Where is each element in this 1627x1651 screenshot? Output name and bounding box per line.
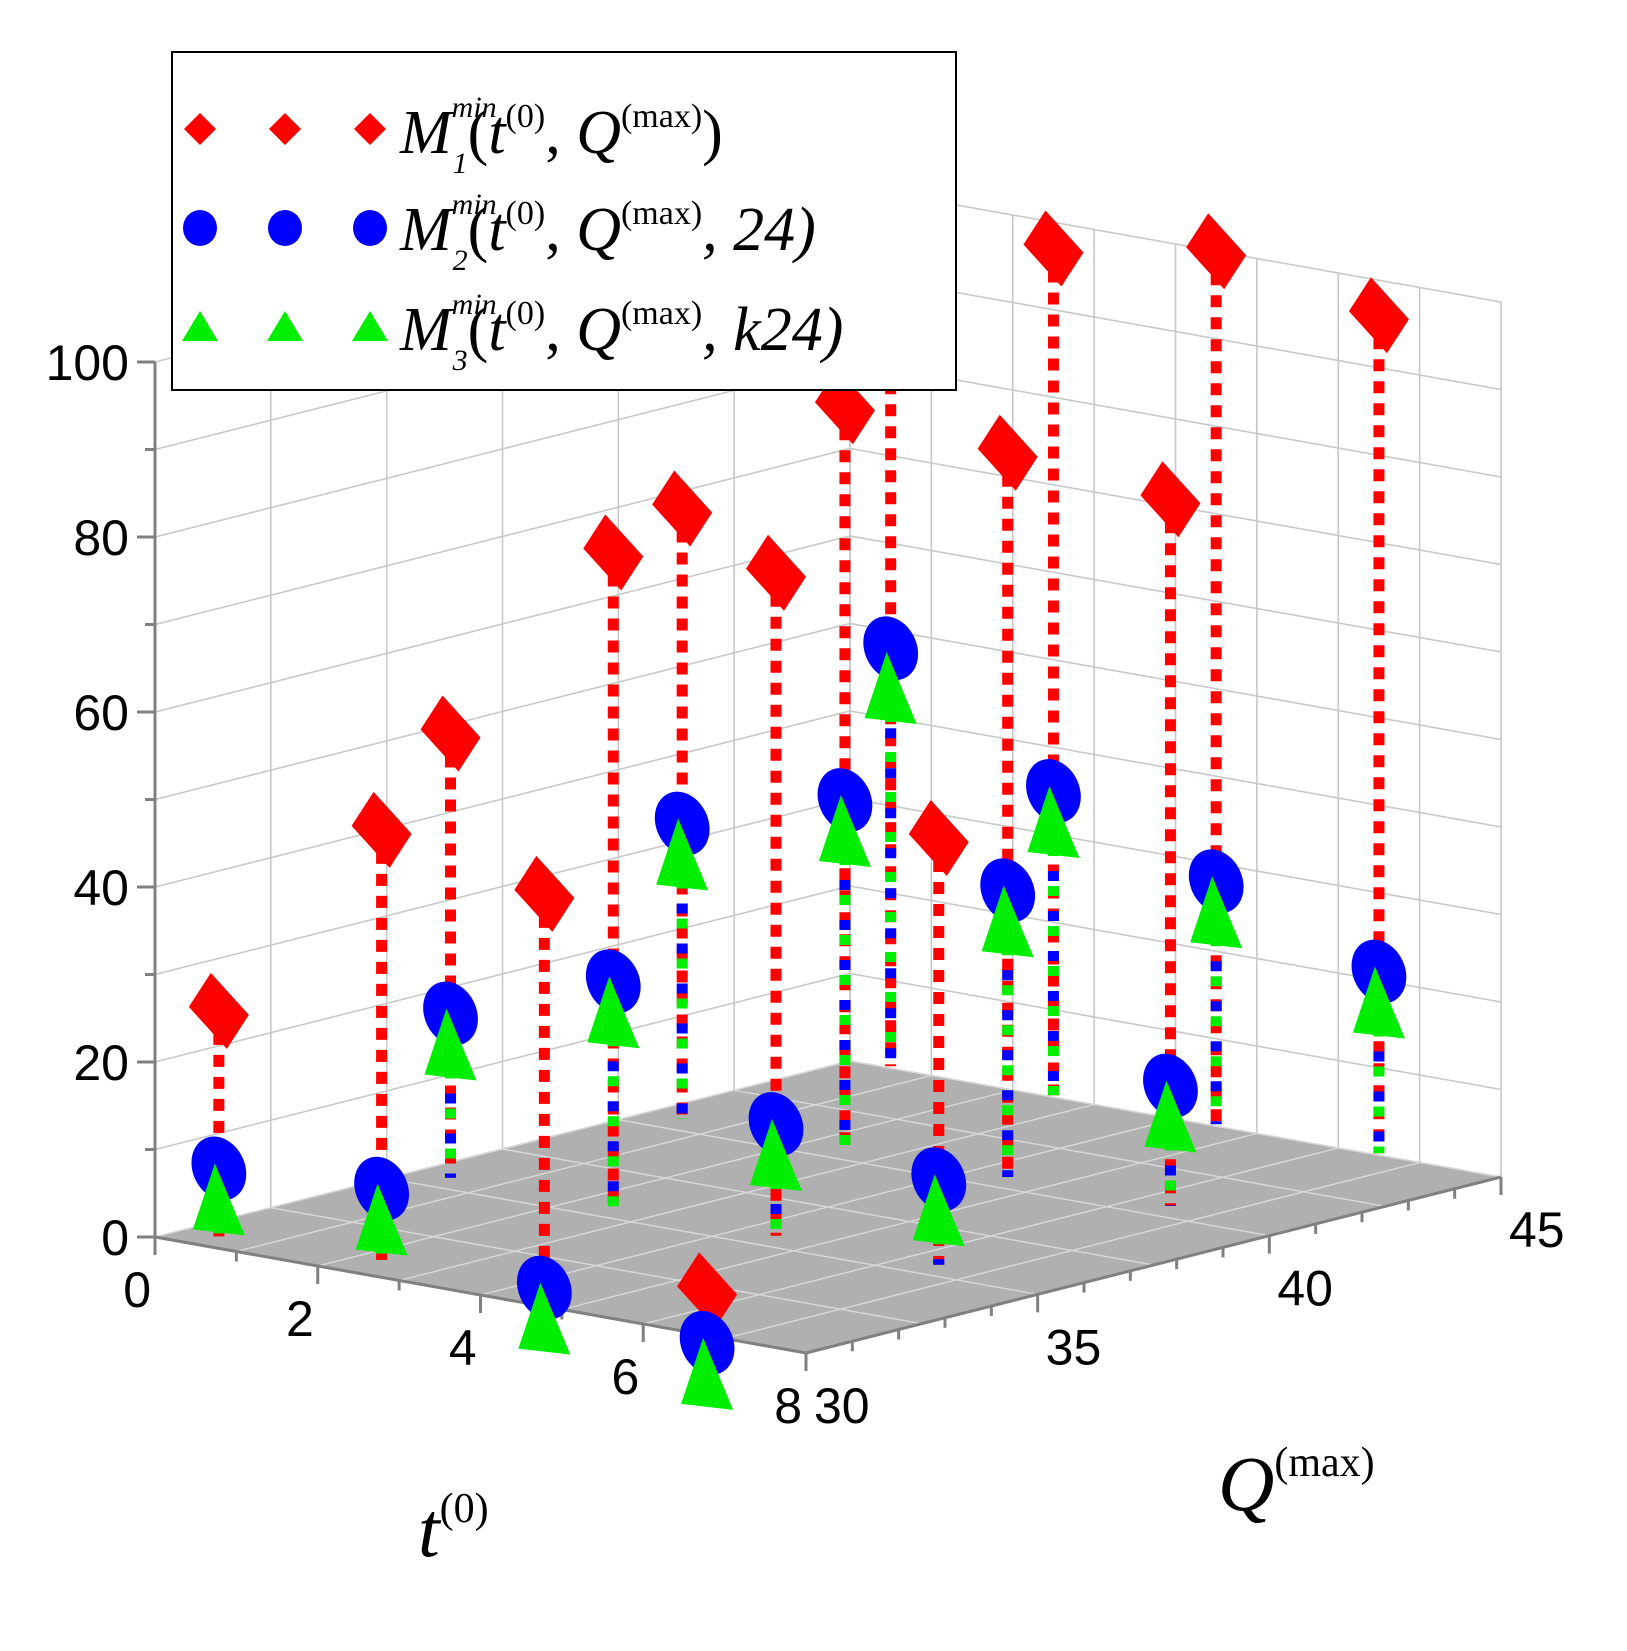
z-tick-label: 0: [101, 1210, 129, 1266]
x-tick-label: 6: [611, 1349, 639, 1405]
marker-m3: [981, 885, 1034, 958]
marker-m2: [817, 768, 873, 832]
legend: Mmin 1(t(0), Q(max)) Mmin 2(t(0), Q(max), …: [171, 51, 957, 391]
marker-m2: [654, 791, 710, 856]
marker-m1: [1140, 461, 1201, 538]
marker-m1: [1023, 210, 1084, 287]
marker-m1: [908, 799, 969, 876]
marker-m1: [188, 972, 249, 1049]
marker-m3: [750, 1118, 803, 1191]
marker-m1: [677, 1252, 738, 1329]
marker-m3: [355, 1183, 408, 1256]
marker-m3: [1352, 966, 1405, 1039]
marker-m2: [585, 949, 641, 1014]
legend-m3-marker-a: [182, 311, 218, 341]
marker-m2: [1351, 939, 1407, 1004]
marker-m1: [420, 695, 481, 772]
legend-m3-marker-c: [352, 311, 388, 341]
y-tick-label: 45: [1509, 1202, 1565, 1258]
z-tick-label: 40: [73, 860, 129, 916]
z-tick-label: 60: [73, 685, 129, 741]
marker-m2: [1188, 849, 1244, 914]
marker-m2: [516, 1255, 572, 1320]
legend-entry-m1: Mmin 1(t(0), Q(max)): [184, 91, 723, 180]
marker-m3: [518, 1282, 571, 1355]
x-tick-label: 4: [449, 1320, 477, 1376]
legend-entry-m3: Mmin 3(t(0), Q(max), k24): [182, 288, 843, 377]
floor-gridline-t: [724, 1161, 1420, 1340]
legend-m3-marker-b: [267, 311, 303, 341]
x-tick-label: 8: [774, 1378, 802, 1434]
marker-m3: [1190, 876, 1243, 949]
y-tick-label: 35: [1046, 1319, 1102, 1375]
legend-m2-marker-a: [183, 210, 217, 246]
marker-m2: [911, 1147, 967, 1212]
floor-gridline-t: [154, 1060, 851, 1238]
floor-gridline-t: [643, 1147, 1339, 1325]
marker-m2: [1143, 1053, 1198, 1118]
marker-m1: [1186, 213, 1247, 290]
marker-m2: [191, 1136, 247, 1201]
legend-entry-m2: Mmin 2(t(0), Q(max), 24): [183, 188, 816, 277]
marker-m1: [652, 470, 713, 547]
y-axis-title: Q(max): [1218, 1440, 1375, 1527]
marker-m1: [351, 791, 412, 868]
y-tick-label: 40: [1277, 1261, 1333, 1317]
marker-m3: [1027, 786, 1080, 858]
marker-m1: [746, 534, 807, 611]
floor-gridline-t: [317, 1089, 1013, 1267]
marker-m3: [587, 976, 640, 1049]
marker-m2: [748, 1092, 804, 1156]
marker-m3: [1144, 1080, 1197, 1153]
marker-m2: [679, 1311, 735, 1375]
legend-m2-label: Mmin 2(t(0), Q(max), 24): [399, 188, 816, 277]
floor-gridline-t: [561, 1132, 1258, 1311]
marker-m3: [192, 1163, 245, 1236]
marker-m3: [681, 1337, 734, 1410]
legend-m1-marker-b: [269, 113, 301, 145]
x-tick-label: 0: [123, 1262, 151, 1318]
legend-m1-marker-c: [354, 113, 386, 145]
legend-box: [171, 51, 957, 391]
z-tick-label: 80: [73, 510, 129, 566]
legend-m1-marker-a: [184, 113, 216, 145]
axes: 0 20 40 60 80 100 0 2 4 6 8 30 35 40 45: [46, 335, 1565, 1434]
legend-m2-marker-c: [353, 210, 387, 246]
legend-m1-label: Mmin 1(t(0), Q(max)): [399, 91, 723, 180]
x-axis-title: t(0): [418, 1486, 489, 1573]
marker-m2: [354, 1156, 409, 1221]
marker-m2: [980, 858, 1036, 923]
marker-m3: [818, 795, 871, 868]
marker-m1: [583, 514, 644, 591]
marker-m1: [514, 855, 575, 932]
x-tick-label: 2: [286, 1291, 314, 1347]
marker-m3: [912, 1174, 965, 1247]
marker-m3: [656, 818, 709, 891]
floor-gridline-t: [236, 1074, 932, 1253]
marker-m2: [423, 981, 478, 1046]
y-axis-line: [805, 1175, 1502, 1355]
floor-gridline-t: [480, 1118, 1176, 1296]
marker-m1: [977, 414, 1038, 491]
z-tick-label: 20: [73, 1035, 129, 1091]
marker-m1: [1348, 277, 1409, 354]
legend-m3-label: Mmin 3(t(0), Q(max), k24): [399, 288, 843, 377]
floor-gridline-t: [398, 1103, 1095, 1282]
legend-m2-marker-b: [268, 210, 302, 246]
z-tick-label: 100: [46, 335, 129, 391]
marker-m2: [863, 616, 919, 681]
y-tick-label: 30: [814, 1378, 870, 1434]
marker-m3: [864, 652, 917, 724]
marker-m3: [424, 1008, 477, 1081]
marker-m2: [1026, 759, 1081, 823]
